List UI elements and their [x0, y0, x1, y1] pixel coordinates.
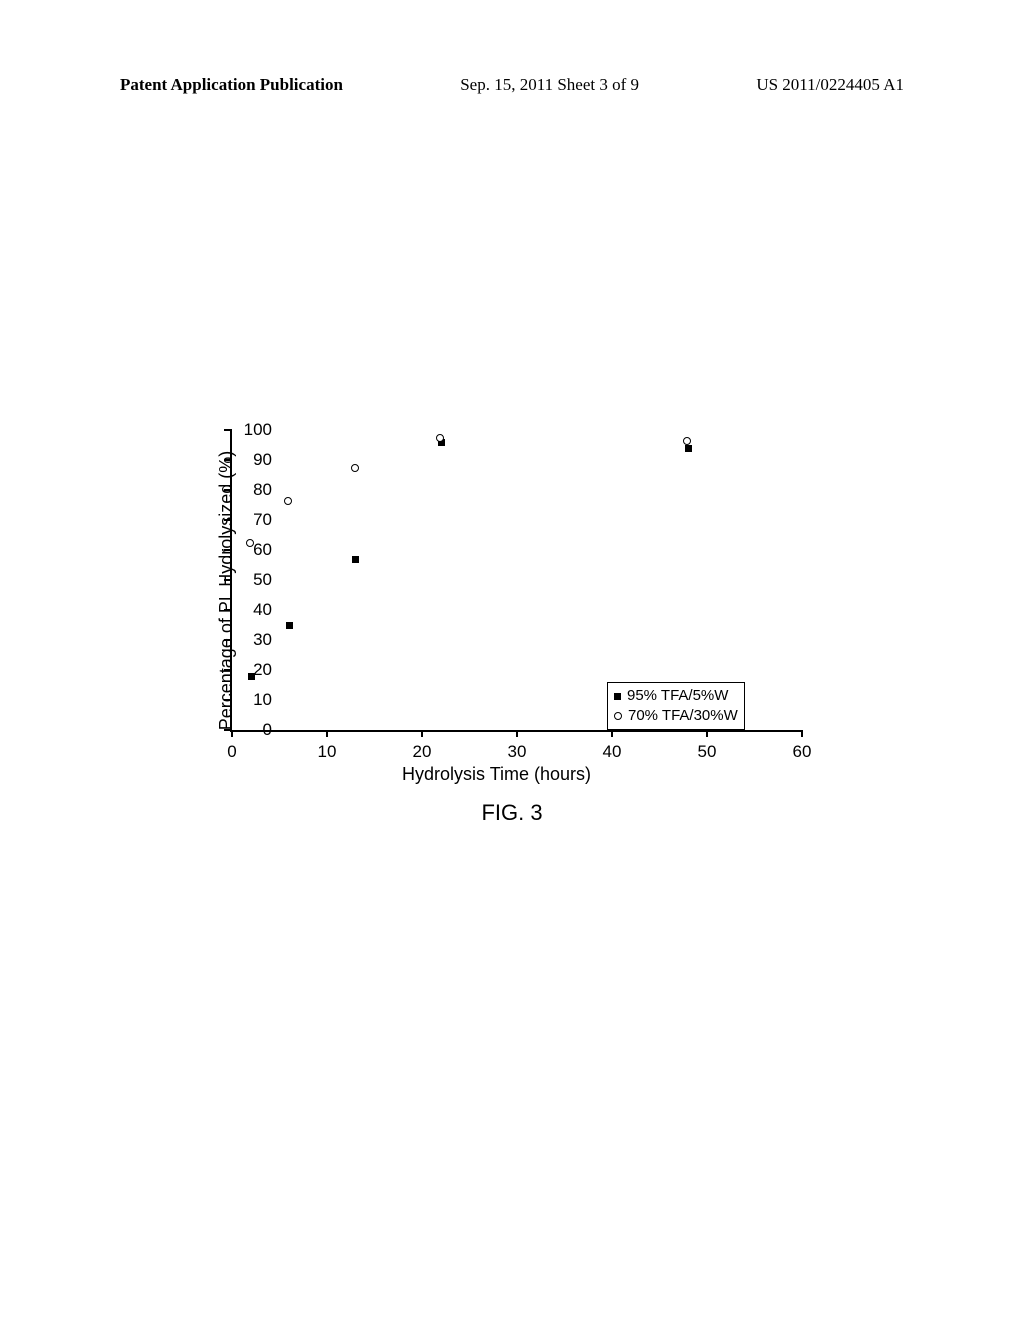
page-header: Patent Application Publication Sep. 15, … [0, 75, 1024, 95]
x-tick-label: 0 [212, 742, 252, 762]
data-point-circle [284, 497, 292, 505]
x-tick [516, 730, 518, 737]
data-point-circle [351, 464, 359, 472]
y-tick-label: 70 [212, 510, 272, 530]
square-marker-icon [614, 693, 621, 700]
scatter-chart: Percentage of PL Hydrolysized (%) Hydrol… [172, 420, 852, 800]
x-tick [231, 730, 233, 737]
legend-row-2: 70% TFA/30%W [614, 706, 738, 726]
legend: 95% TFA/5%W 70% TFA/30%W [607, 682, 745, 730]
legend-row-1: 95% TFA/5%W [614, 686, 738, 706]
x-tick [326, 730, 328, 737]
data-point-square [286, 622, 293, 629]
y-tick-label: 20 [212, 660, 272, 680]
data-point-circle [436, 434, 444, 442]
x-tick-label: 10 [307, 742, 347, 762]
y-tick-label: 0 [212, 720, 272, 740]
x-tick-label: 20 [402, 742, 442, 762]
figure-label: FIG. 3 [0, 800, 1024, 826]
x-tick [801, 730, 803, 737]
y-tick-label: 100 [212, 420, 272, 440]
x-tick-label: 40 [592, 742, 632, 762]
header-left: Patent Application Publication [120, 75, 343, 95]
y-tick-label: 40 [212, 600, 272, 620]
data-point-square [248, 673, 255, 680]
x-tick-label: 50 [687, 742, 727, 762]
header-right: US 2011/0224405 A1 [756, 75, 904, 95]
data-point-square [685, 445, 692, 452]
data-point-square [352, 556, 359, 563]
x-tick-label: 60 [782, 742, 822, 762]
header-center: Sep. 15, 2011 Sheet 3 of 9 [460, 75, 639, 95]
data-point-circle [246, 539, 254, 547]
x-tick-label: 30 [497, 742, 537, 762]
y-tick-label: 30 [212, 630, 272, 650]
x-tick [421, 730, 423, 737]
y-tick-label: 10 [212, 690, 272, 710]
legend-label-2: 70% TFA/30%W [628, 706, 738, 726]
data-point-circle [683, 437, 691, 445]
circle-marker-icon [614, 712, 622, 720]
x-tick [611, 730, 613, 737]
x-axis-title: Hydrolysis Time (hours) [402, 764, 591, 785]
y-tick-label: 50 [212, 570, 272, 590]
x-tick [706, 730, 708, 737]
y-tick-label: 60 [212, 540, 272, 560]
y-tick-label: 80 [212, 480, 272, 500]
y-tick-label: 90 [212, 450, 272, 470]
legend-label-1: 95% TFA/5%W [627, 686, 728, 706]
